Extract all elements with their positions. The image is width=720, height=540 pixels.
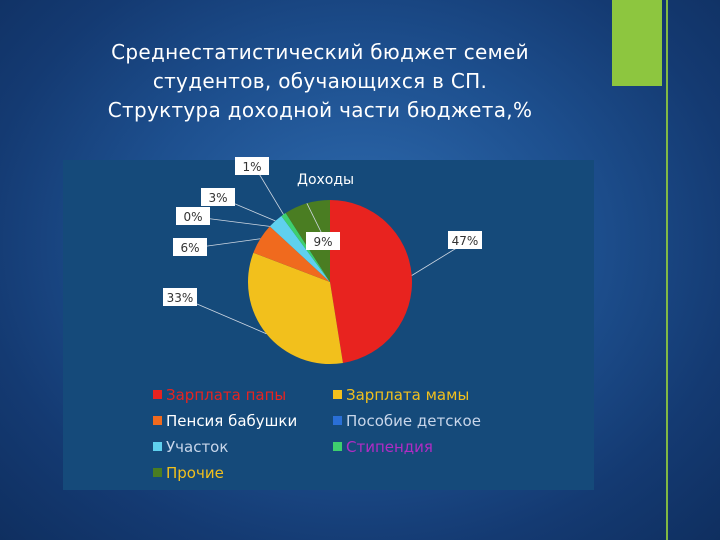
legend-label-1: Зарплата мамы — [346, 386, 469, 404]
legend-swatch-4 — [153, 442, 162, 451]
data-label-1: 33% — [167, 291, 194, 305]
data-label-6: 9% — [313, 235, 332, 249]
legend-label-5: Стипендия — [346, 438, 433, 456]
legend-label-2: Пенсия бабушки — [166, 412, 297, 430]
legend-label-0: Зарплата папы — [166, 386, 286, 404]
data-label-box-3 — [176, 207, 210, 225]
legend-swatch-2 — [153, 416, 162, 425]
legend-label-3: Пособие детское — [346, 412, 481, 430]
legend-swatch-5 — [333, 442, 342, 451]
legend-swatch-1 — [333, 390, 342, 399]
pie-slice-участок — [269, 215, 330, 282]
pie-slice-зарплата-папы — [330, 200, 412, 363]
slide-title-line-3: Структура доходной части бюджета,% — [107, 98, 533, 122]
data-label-box-1 — [163, 288, 197, 306]
data-label-box-6 — [306, 232, 340, 250]
pie-slice-стипендия — [281, 213, 330, 282]
data-label-3: 0% — [183, 210, 202, 224]
data-label-box-0 — [448, 231, 482, 249]
slide-title: Среднестатистический бюджет семей студен… — [40, 38, 600, 125]
data-label-box-4 — [201, 188, 235, 206]
legend-swatch-3 — [333, 416, 342, 425]
legend-label-6: Прочие — [166, 464, 224, 482]
chart-title: Доходы — [297, 172, 354, 188]
pie-slice-пенсия-бабушки — [253, 226, 330, 282]
decorative-green-line — [666, 0, 668, 540]
slide-title-line-1: Среднестатистический бюджет семей — [111, 40, 529, 64]
data-label-box-5 — [235, 157, 269, 175]
data-label-2: 6% — [180, 241, 199, 255]
data-label-5: 1% — [242, 160, 261, 174]
data-label-4: 3% — [208, 191, 227, 205]
pie-slice-зарплата-мамы — [247, 252, 343, 364]
data-label-box-2 — [173, 238, 207, 256]
legend-label-4: Участок — [166, 438, 228, 456]
decorative-green-strip — [612, 0, 662, 86]
data-label-0: 47% — [452, 234, 479, 248]
legend-swatch-6 — [153, 468, 162, 477]
slide-title-line-2: студентов, обучающихся в СП. — [152, 69, 488, 93]
legend-swatch-0 — [153, 390, 162, 399]
